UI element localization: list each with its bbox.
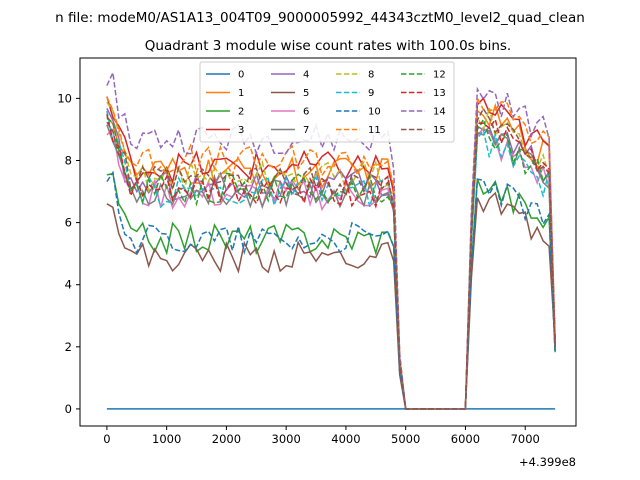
x-tick-label: 6000 bbox=[451, 432, 480, 446]
legend-label: 1 bbox=[238, 88, 244, 99]
legend-label: 11 bbox=[368, 125, 381, 136]
legend-label: 15 bbox=[433, 125, 446, 136]
x-tick-label: 2000 bbox=[212, 432, 241, 446]
legend-label: 4 bbox=[303, 70, 309, 81]
legend-label: 10 bbox=[368, 107, 381, 118]
series-line-15 bbox=[106, 107, 556, 410]
series-line-12 bbox=[106, 117, 556, 410]
x-offset-label: +4.399e8 bbox=[519, 455, 576, 469]
x-tick-label: 5000 bbox=[391, 432, 420, 446]
figure-suptitle: n file: modeM0/AS1A13_004T09_9000005992_… bbox=[55, 10, 585, 26]
series-line-13 bbox=[106, 114, 556, 410]
x-tick-label: 0 bbox=[103, 432, 110, 446]
y-tick-label: 0 bbox=[65, 402, 72, 416]
chart-title: Quadrant 3 module wise count rates with … bbox=[145, 38, 511, 54]
x-tick-label: 7000 bbox=[511, 432, 540, 446]
legend-label: 3 bbox=[238, 125, 244, 136]
y-tick-label: 2 bbox=[65, 340, 72, 354]
y-tick-label: 6 bbox=[65, 216, 72, 230]
y-tick-label: 8 bbox=[65, 153, 72, 167]
legend-box bbox=[199, 61, 455, 143]
legend-label: 7 bbox=[303, 125, 309, 136]
series-line-3 bbox=[106, 96, 556, 410]
legend-label: 8 bbox=[368, 70, 374, 81]
series-line-10 bbox=[106, 170, 556, 410]
axes-frame bbox=[79, 57, 577, 427]
y-axis-ticks: 0 2 4 6 8 10 bbox=[57, 91, 80, 416]
legend-label: 14 bbox=[433, 107, 446, 118]
legend-label: 5 bbox=[303, 88, 309, 99]
series-line-11 bbox=[106, 95, 556, 410]
x-axis-ticks: 0 1000 2000 3000 4000 5000 6000 7000 bbox=[103, 426, 540, 446]
plot-lines bbox=[106, 70, 556, 410]
y-tick-label: 10 bbox=[57, 91, 72, 105]
legend-label: 12 bbox=[433, 70, 446, 81]
legend-label: 9 bbox=[368, 88, 374, 99]
x-tick-label: 1000 bbox=[152, 432, 181, 446]
legend-label: 6 bbox=[303, 107, 309, 118]
legend-label: 0 bbox=[238, 70, 244, 81]
x-tick-label: 3000 bbox=[272, 432, 301, 446]
y-tick-label: 4 bbox=[65, 278, 72, 292]
legend-label: 2 bbox=[238, 107, 244, 118]
x-tick-label: 4000 bbox=[331, 432, 360, 446]
series-line-5 bbox=[106, 191, 556, 410]
series-line-2 bbox=[106, 172, 556, 410]
legend-label: 13 bbox=[433, 88, 446, 99]
series-line-1 bbox=[106, 102, 556, 410]
